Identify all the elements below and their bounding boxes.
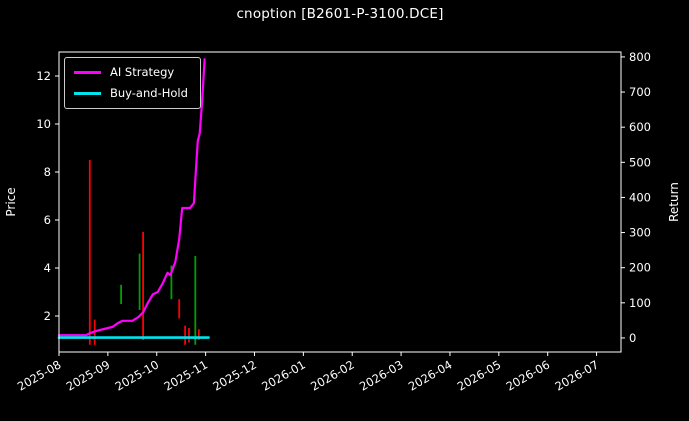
x-tick-label: 2026-06 [504, 357, 553, 393]
x-tick-label: 2025-11 [161, 357, 210, 393]
legend-item-buy-and-hold: Buy-and-Hold [74, 86, 188, 100]
legend-label-ai-strategy: AI Strategy [110, 65, 175, 79]
left-y-tick-label: 12 [36, 69, 51, 83]
plot-frame [58, 51, 622, 353]
right-y-tick-label: 700 [629, 85, 651, 99]
left-axis-label: Price [4, 187, 18, 216]
x-tick-label: 2026-05 [455, 357, 504, 393]
x-tick-label: 2025-12 [210, 357, 259, 393]
right-axis-label: Return [667, 182, 681, 222]
left-y-tick-label: 4 [44, 261, 51, 275]
left-y-tick-label: 10 [36, 117, 51, 131]
left-y-tick-label: 6 [44, 213, 51, 227]
x-tick-label: 2026-02 [308, 357, 357, 393]
left-y-tick-label: 2 [44, 309, 51, 323]
right-y-tick-label: 100 [629, 296, 651, 310]
left-y-tick-label: 8 [44, 165, 51, 179]
x-tick-label: 2026-03 [357, 357, 406, 393]
right-y-tick-label: 0 [629, 331, 636, 345]
right-y-tick-label: 600 [629, 120, 651, 134]
right-y-tick-label: 200 [629, 261, 651, 275]
x-tick-label: 2026-07 [552, 357, 601, 393]
right-y-tick-label: 500 [629, 155, 651, 169]
buy-and-hold-line-swatch [74, 91, 101, 95]
right-y-tick-label: 400 [629, 190, 651, 204]
ai-strategy-line-swatch [74, 70, 101, 74]
right-y-tick-label: 300 [629, 226, 651, 240]
x-tick-label: 2025-08 [15, 357, 64, 393]
legend-label-buy-and-hold: Buy-and-Hold [110, 86, 188, 100]
ai-strategy-line [57, 58, 206, 337]
x-tick-label: 2026-04 [406, 357, 455, 393]
chart-title: cnoption [B2601-P-3100.DCE] [236, 6, 444, 22]
x-tick-label: 2025-10 [113, 357, 162, 393]
x-tick-label: 2025-09 [64, 357, 113, 393]
legend: AI Strategy Buy-and-Hold [64, 57, 201, 109]
right-y-tick-label: 800 [629, 50, 651, 64]
legend-item-ai-strategy: AI Strategy [74, 65, 188, 79]
x-tick-label: 2026-01 [259, 357, 308, 393]
